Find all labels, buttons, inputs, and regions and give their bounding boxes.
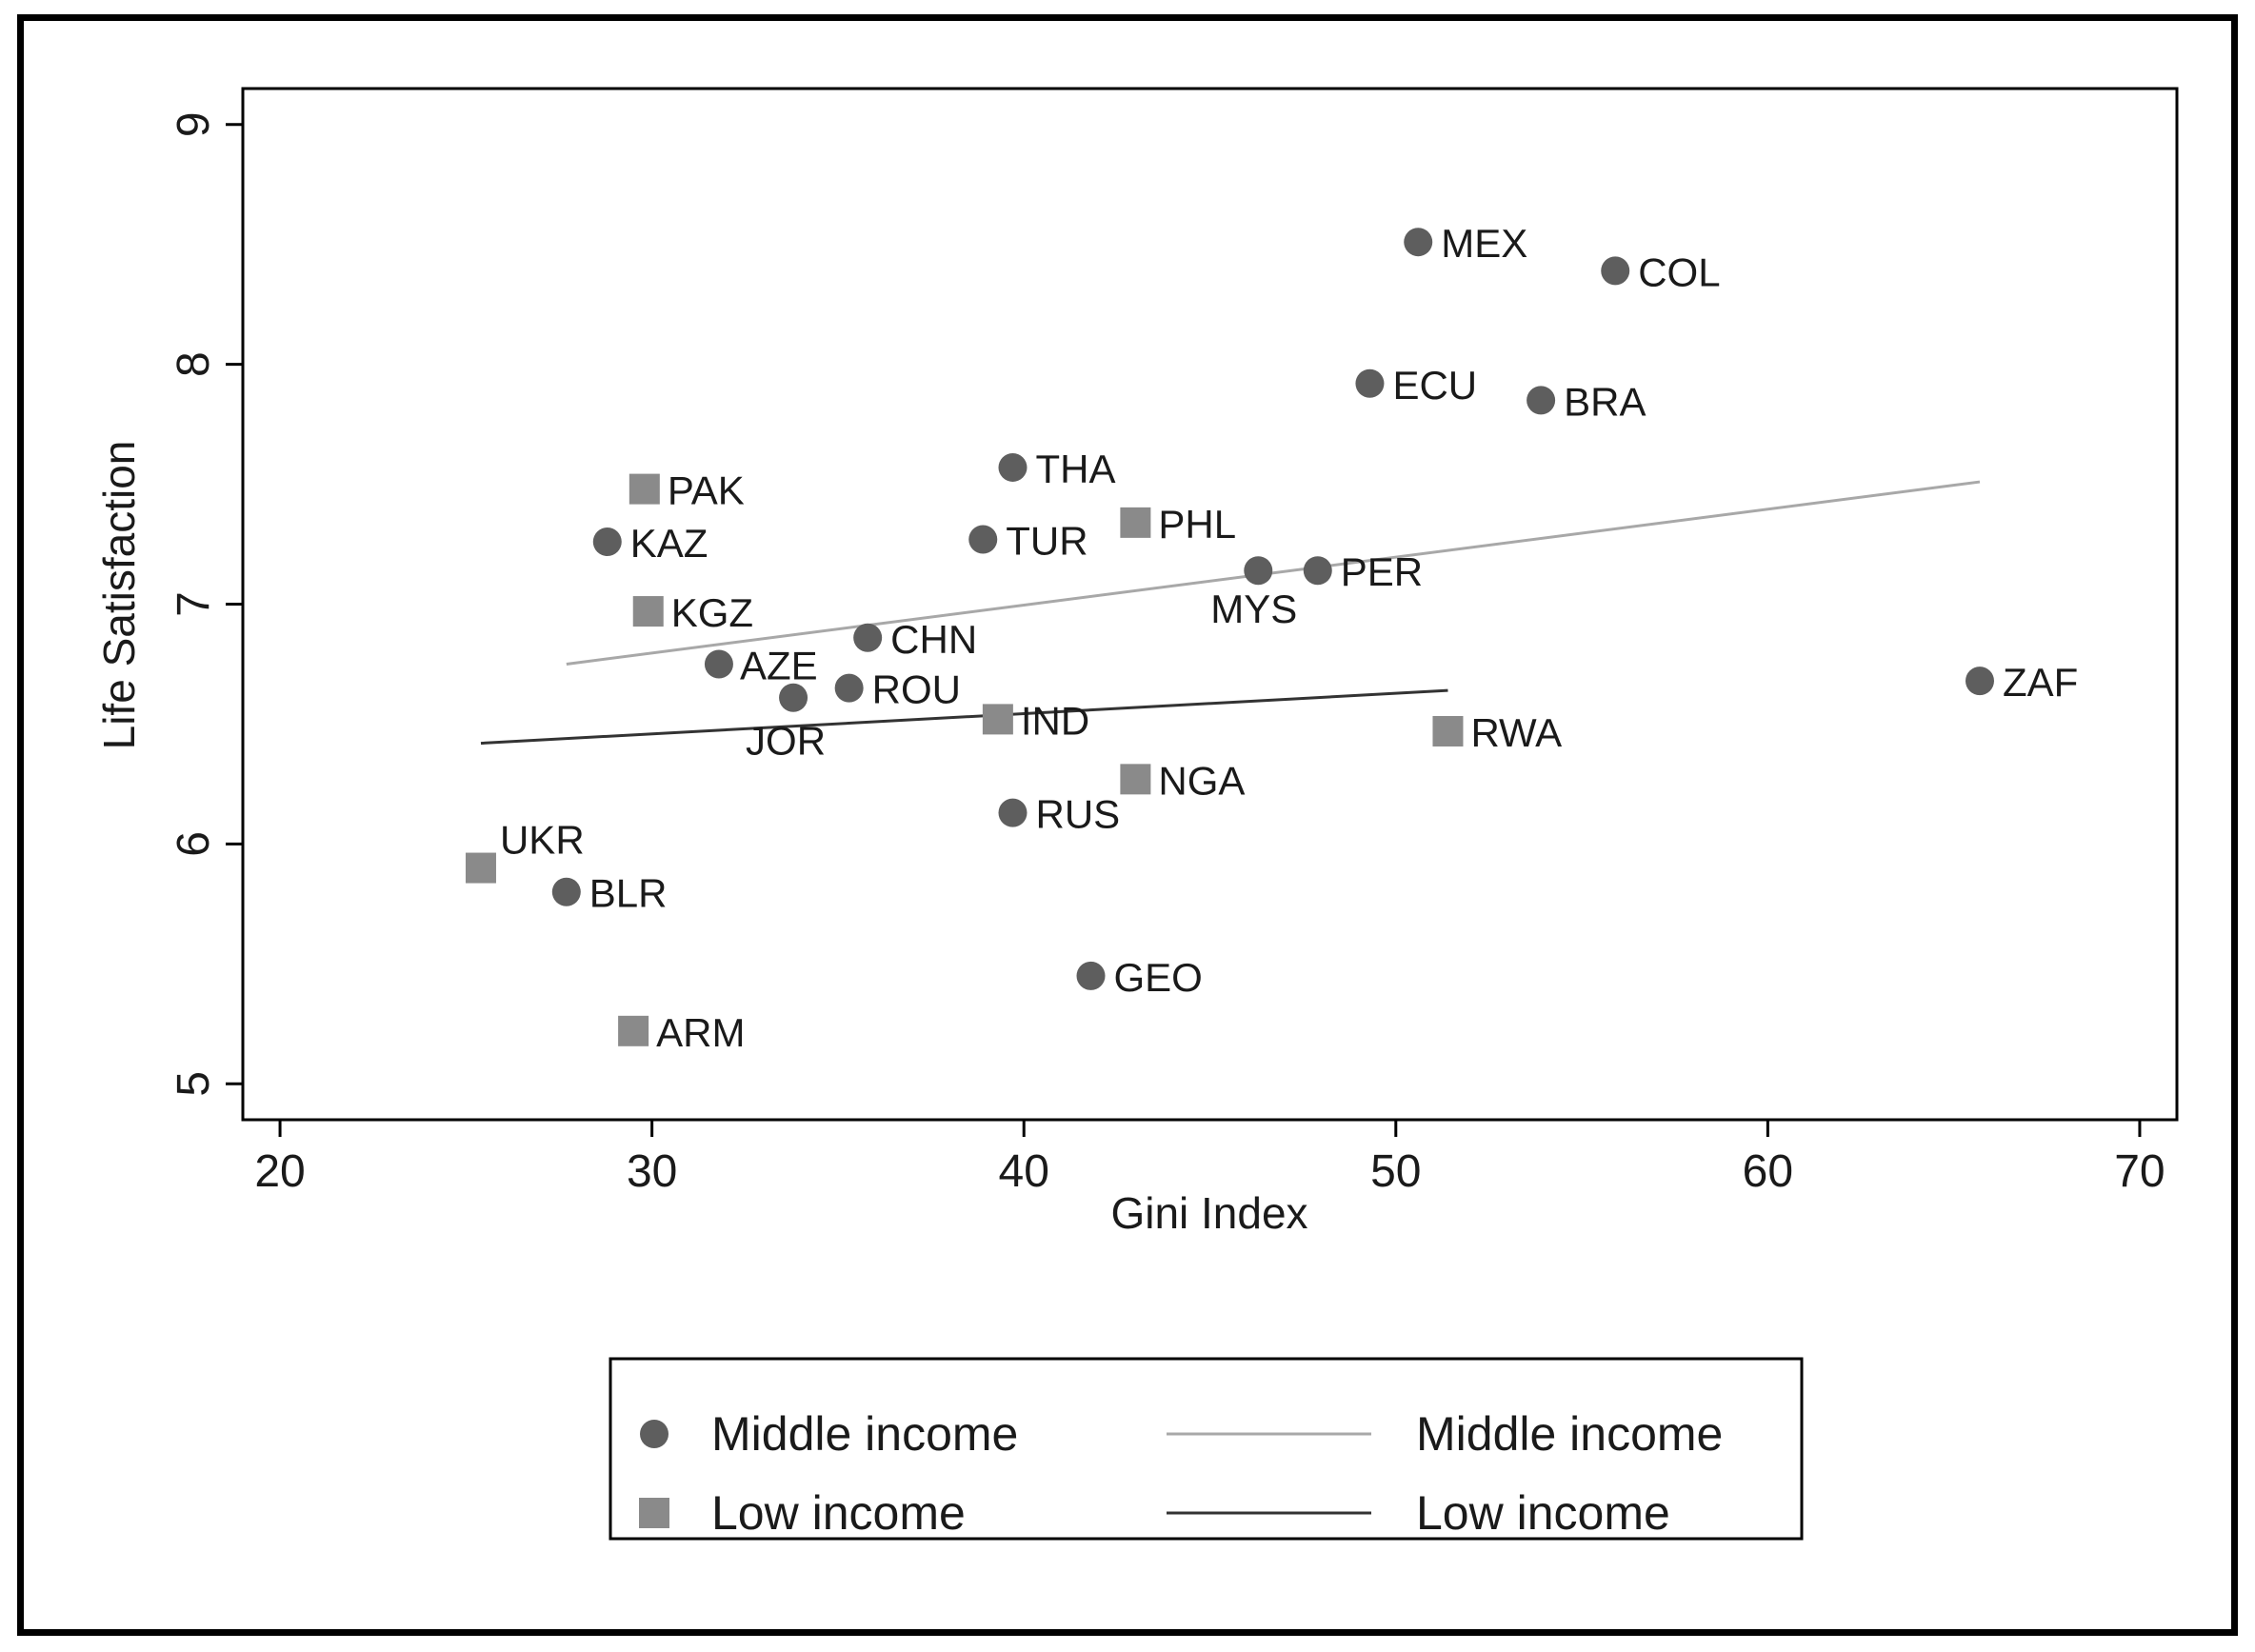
x-tick-label: 20	[254, 1146, 305, 1197]
point-col	[1601, 256, 1630, 286]
point-labels: MEX COL ECU BRA THA TUR KAZ MYS PER CHN AZE ROU JOR Z…	[500, 221, 2078, 1055]
point-label-geo: GEO	[1114, 955, 1203, 1000]
scatter-chart: MEX COL ECU BRA THA TUR KAZ MYS PER CHN AZE ROU JOR Z…	[94, 87, 2179, 1541]
point-label-rwa: RWA	[1470, 710, 1562, 755]
point-kgz	[632, 596, 664, 627]
point-label-bra: BRA	[1564, 379, 1646, 424]
x-tick-label: 40	[999, 1146, 1049, 1197]
point-label-per: PER	[1341, 549, 1423, 594]
point-label-phl: PHL	[1158, 502, 1236, 547]
point-blr	[551, 877, 581, 906]
point-aze	[704, 649, 733, 679]
point-nga	[1120, 764, 1151, 795]
point-label-kaz: KAZ	[630, 521, 708, 566]
legend-label: Low income	[1416, 1486, 1670, 1540]
point-per	[1303, 556, 1332, 586]
point-bra	[1527, 386, 1556, 415]
point-label-mex: MEX	[1441, 221, 1527, 266]
point-rou	[834, 673, 864, 703]
legend-marker-circle	[640, 1420, 669, 1448]
point-label-nga: NGA	[1158, 758, 1245, 803]
point-label-arm: ARM	[656, 1010, 745, 1055]
y-tick-label: 8	[169, 351, 219, 377]
legend-label: Middle income	[711, 1407, 1018, 1461]
point-ecu	[1355, 368, 1385, 398]
point-kaz	[592, 527, 622, 557]
point-jor	[779, 683, 808, 712]
point-rwa	[1432, 715, 1464, 746]
x-tick-label: 50	[1370, 1146, 1421, 1197]
point-label-chn: CHN	[890, 617, 977, 662]
figure-frame: MEX COL ECU BRA THA TUR KAZ MYS PER CHN AZE ROU JOR Z…	[17, 14, 2238, 1636]
x-axis: 20 30 40 50 60 70	[254, 1120, 2165, 1197]
point-label-blr: BLR	[589, 871, 668, 916]
x-tick-label: 70	[2114, 1146, 2165, 1197]
point-mex	[1404, 228, 1433, 257]
point-ukr	[465, 852, 496, 884]
point-label-tha: THA	[1035, 447, 1115, 491]
point-label-rou: ROU	[872, 667, 961, 712]
y-tick-label: 7	[169, 591, 219, 617]
point-label-ind: IND	[1021, 698, 1089, 743]
point-mys	[1244, 556, 1273, 586]
point-label-pak: PAK	[668, 468, 745, 513]
point-tur	[968, 525, 998, 554]
point-label-kgz: KGZ	[671, 590, 753, 635]
point-pak	[629, 473, 660, 505]
y-axis: 5 6 7 8 9	[169, 111, 243, 1097]
point-label-ecu: ECU	[1392, 363, 1477, 408]
fit-line-low-income	[480, 688, 1448, 746]
point-rus	[998, 798, 1028, 827]
legend-box	[609, 1357, 1804, 1541]
y-tick-label: 9	[169, 111, 219, 137]
point-label-zaf: ZAF	[2003, 660, 2078, 705]
point-ind	[982, 704, 1013, 735]
y-tick-label: 6	[169, 831, 219, 857]
data-points	[465, 228, 1994, 1046]
fit-line-middle-income	[566, 480, 1981, 666]
point-zaf	[1965, 667, 1994, 696]
point-label-mys: MYS	[1210, 587, 1297, 631]
y-axis-title: Life Satisfaction	[94, 441, 144, 750]
point-tha	[998, 452, 1028, 482]
y-tick-label: 5	[169, 1071, 219, 1097]
point-label-col: COL	[1638, 249, 1720, 294]
point-label-rus: RUS	[1035, 792, 1120, 837]
legend-label: Low income	[711, 1486, 966, 1540]
legend-marker-square	[639, 1498, 669, 1528]
point-label-jor: JOR	[746, 719, 826, 764]
x-tick-label: 30	[627, 1146, 677, 1197]
point-label-tur: TUR	[1006, 518, 1088, 563]
point-geo	[1076, 961, 1106, 990]
legend-label: Middle income	[1416, 1407, 1723, 1461]
legend: Middle income Low income Middle income Low …	[639, 1407, 1723, 1540]
point-chn	[853, 623, 883, 652]
fit-lines	[480, 480, 1981, 746]
x-axis-title: Gini Index	[1110, 1188, 1307, 1238]
point-arm	[618, 1015, 649, 1046]
point-label-ukr: UKR	[500, 818, 585, 863]
x-tick-label: 60	[1743, 1146, 1793, 1197]
point-label-aze: AZE	[740, 643, 818, 687]
point-phl	[1120, 507, 1151, 538]
